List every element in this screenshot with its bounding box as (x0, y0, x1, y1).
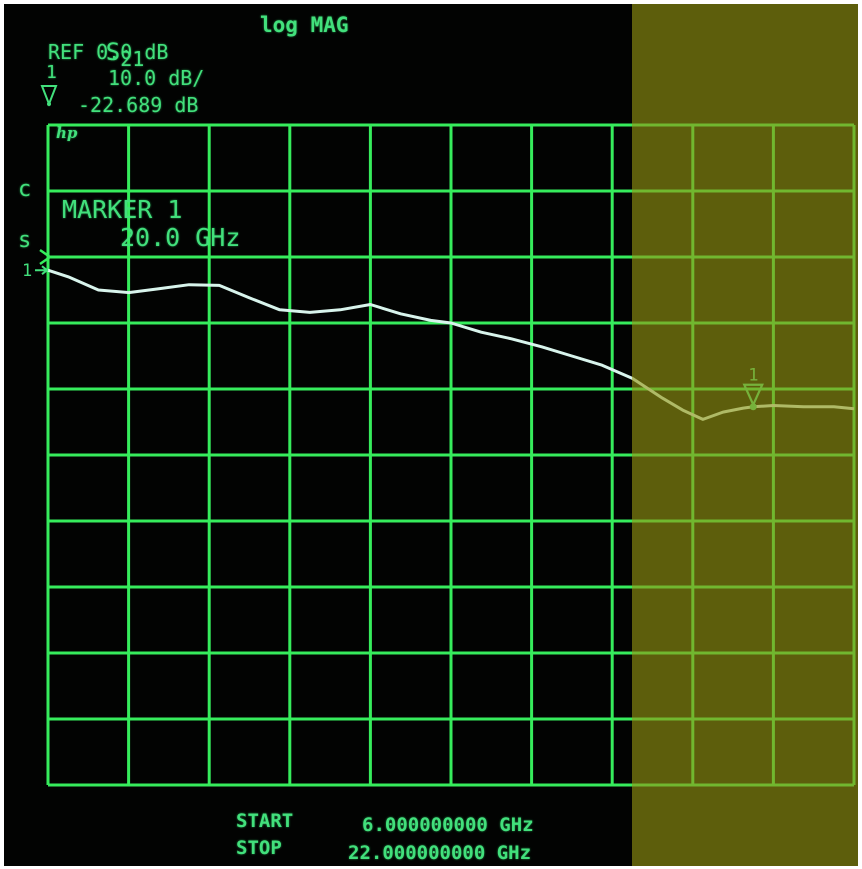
reference-label: REF 0.0 dB (48, 40, 169, 64)
marker-triangle-icon (40, 85, 58, 107)
marker-number-small: 1 (46, 62, 57, 83)
marker-number-label: 1 (748, 366, 758, 386)
marker-title: MARKER 1 (62, 195, 183, 224)
format-label: log MAG (260, 13, 349, 37)
start-label: START (236, 810, 294, 832)
s-param-main: S (105, 38, 121, 66)
trace-number-label: 1 (22, 261, 32, 281)
start-value: 6.000000000 GHz (362, 814, 534, 836)
marker-point (749, 403, 757, 411)
stop-label: STOP (236, 837, 282, 859)
trace-arrow-icon (35, 265, 49, 275)
status-c: c (18, 177, 32, 202)
reference-chevron-icon (39, 248, 53, 266)
trace-plot: 1 1 (22, 123, 856, 787)
scale-label: 10.0 dB/ (108, 66, 205, 90)
hp-logo: hp (56, 124, 78, 142)
stop-value: 22.000000000 GHz (348, 842, 532, 864)
s-param-label: S21 (48, 16, 145, 88)
s-param-sub: 21 (120, 47, 145, 71)
marker-value-label: -22.689 dB (78, 93, 199, 117)
status-s: s (18, 228, 32, 253)
analyzer-screen: 1 1 S21 log MAG REF 0.0 dB 1 10.0 dB/ -2… (4, 4, 858, 866)
marker-frequency: 20.0 GHz (120, 223, 241, 252)
trace-layer: 1 (22, 261, 855, 421)
